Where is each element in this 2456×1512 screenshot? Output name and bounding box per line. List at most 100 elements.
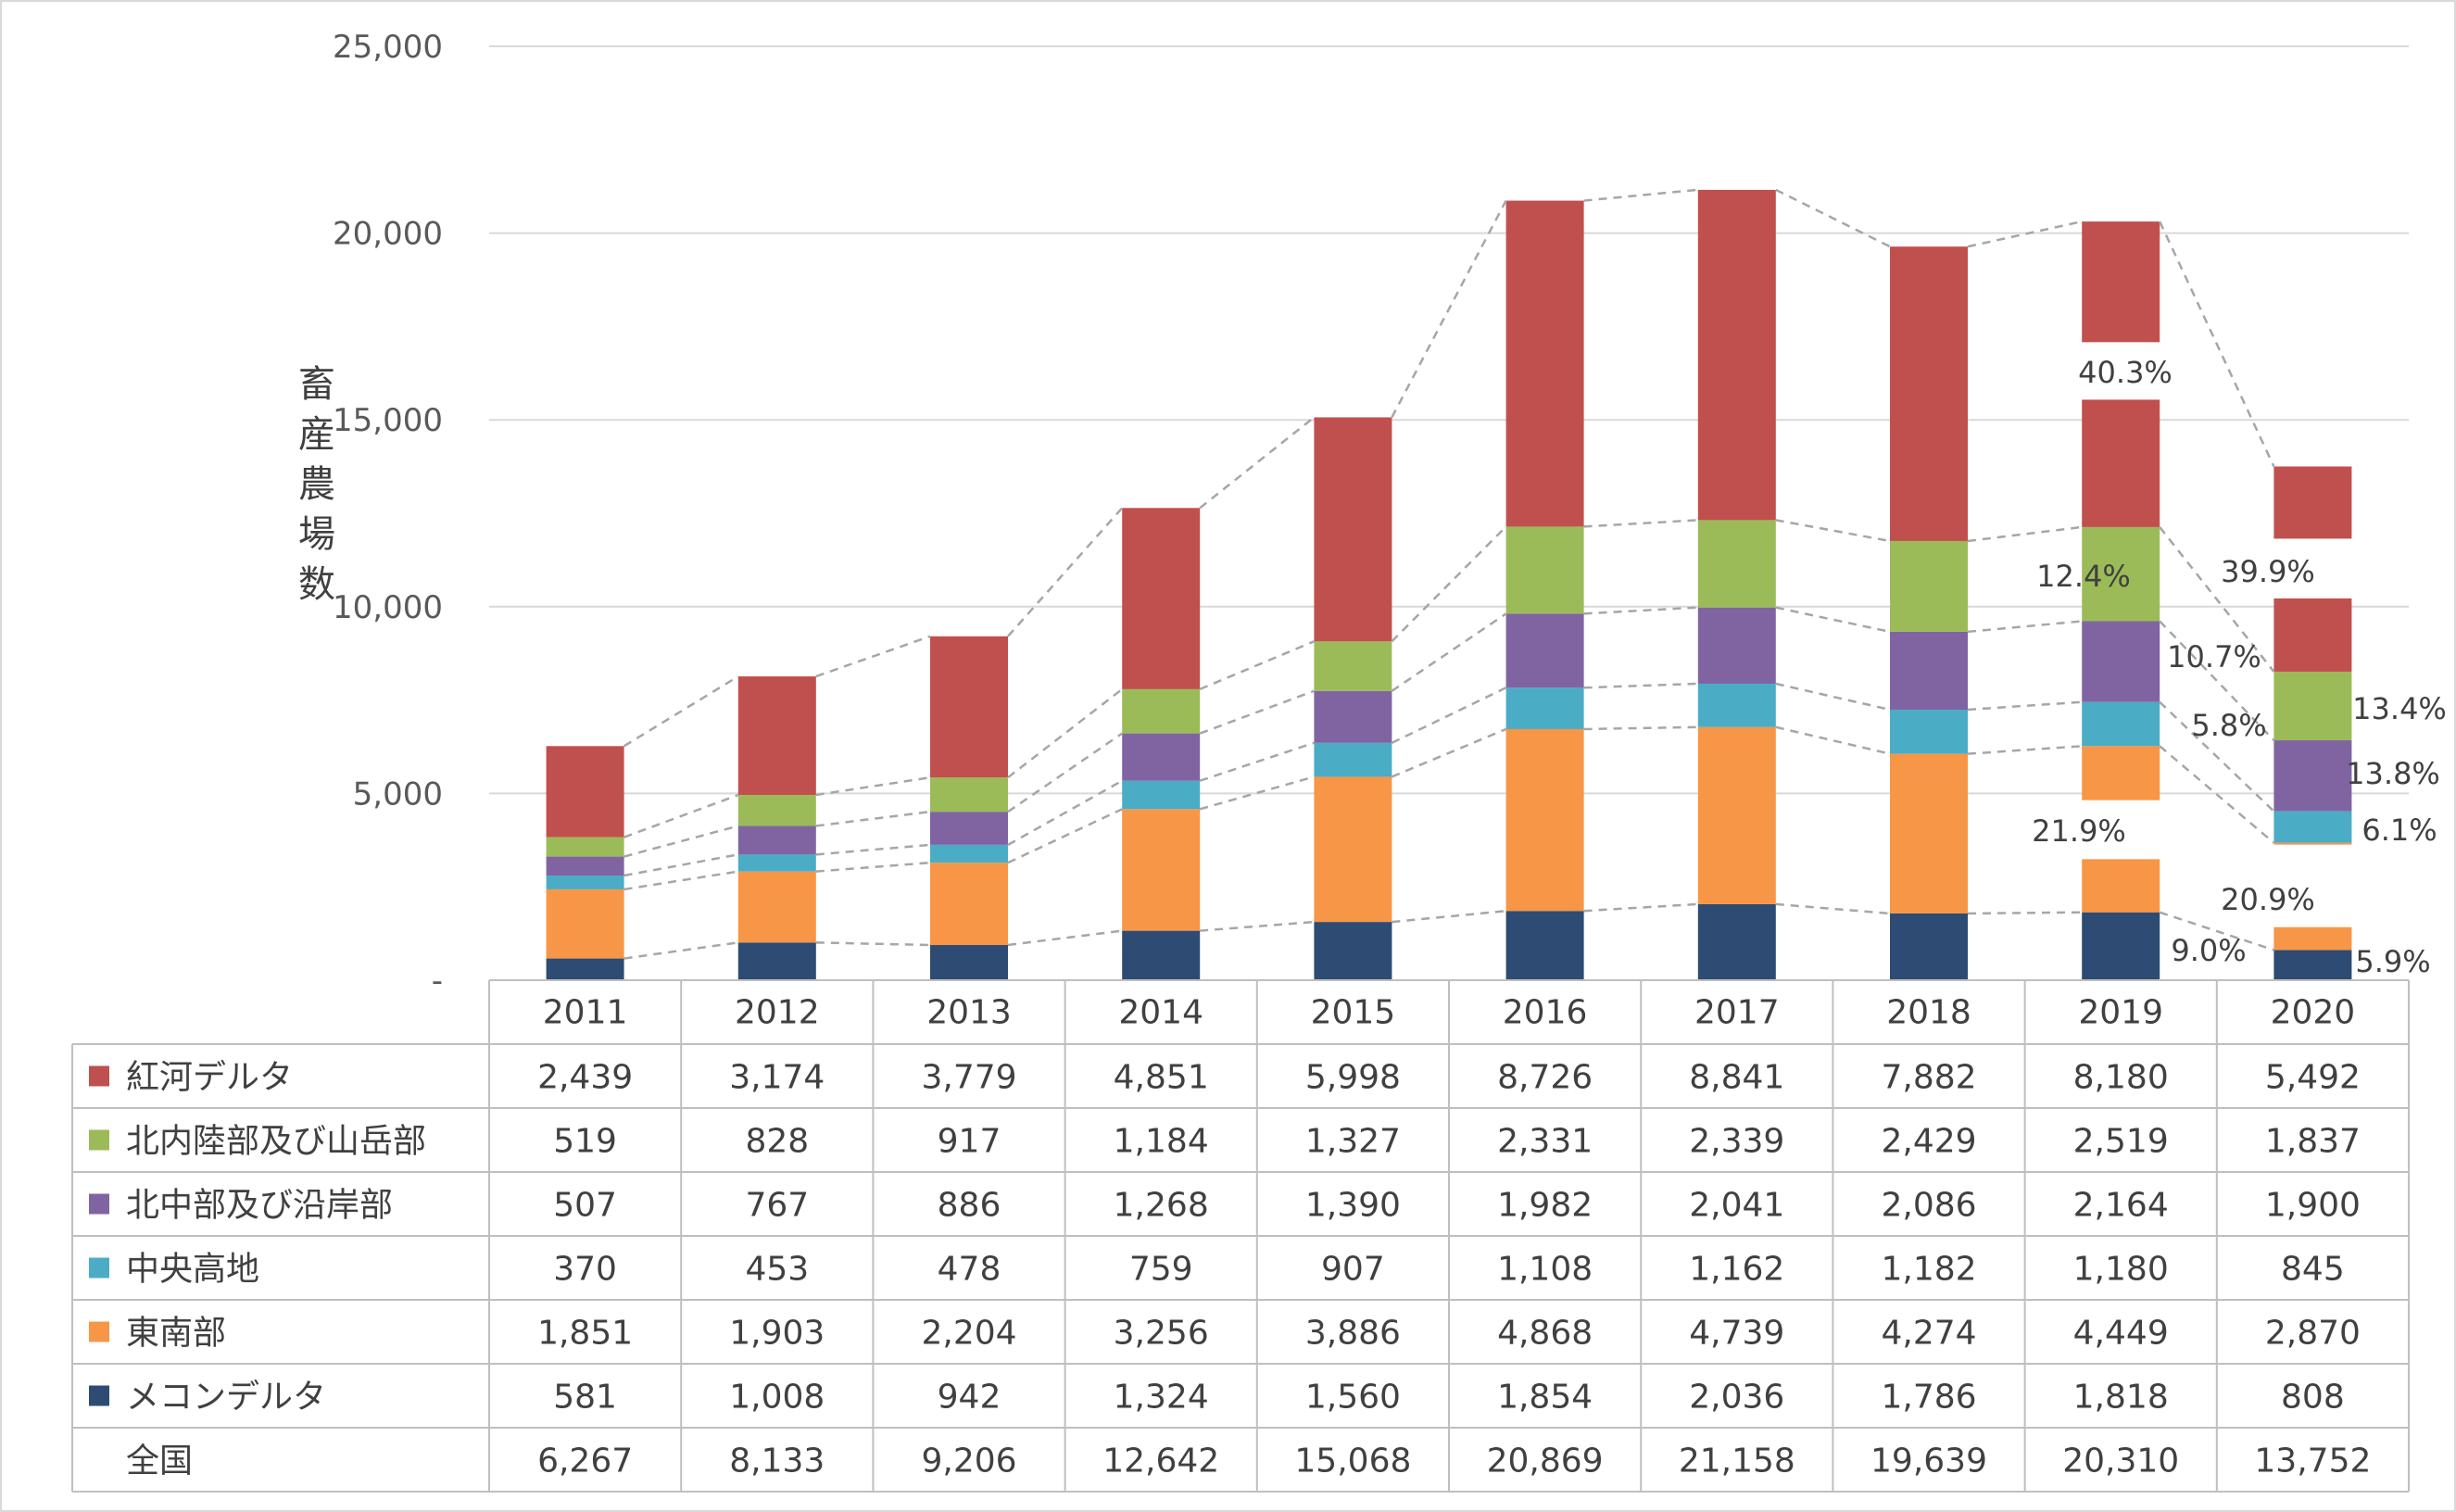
table-cell: 942 (938, 1379, 1001, 1417)
bar-segment (1890, 753, 1968, 914)
connector-line (1967, 525, 2083, 543)
table-cell: 4,739 (1689, 1315, 1784, 1353)
legend-label: メコンデルタ (126, 1379, 326, 1417)
legend-swatch (89, 1193, 109, 1215)
share-label: 13.8% (2346, 756, 2440, 791)
table-cell: 19,639 (1870, 1443, 1987, 1480)
table-cell: 507 (553, 1187, 617, 1225)
connector-line (623, 825, 739, 858)
table-cell: 1,854 (1497, 1379, 1593, 1417)
connector-line (1583, 682, 1698, 689)
table-cell: 20,310 (2062, 1443, 2179, 1480)
connector-line (1391, 199, 1507, 419)
legend-label: 中央高地 (126, 1251, 259, 1289)
bar-segment (1890, 631, 1968, 711)
table-cell: 4,851 (1114, 1059, 1209, 1097)
share-label: 13.4% (2352, 691, 2447, 726)
connector-line (1199, 775, 1315, 811)
connector-line (1007, 929, 1123, 947)
x-tick-label: 2017 (1694, 994, 1780, 1032)
bar-segment (1890, 913, 1968, 980)
connector-line (1775, 682, 1891, 712)
table-cell: 2,331 (1497, 1123, 1593, 1161)
bar-segment (737, 942, 816, 980)
table-cell: 13,752 (2254, 1443, 2371, 1480)
y-axis-title-char: 畜 (298, 363, 335, 406)
connector-line (1583, 188, 1698, 202)
x-tick-label: 2011 (543, 994, 628, 1032)
bar-segment (1314, 922, 1392, 980)
bar-segment (1122, 809, 1201, 931)
bar-segment (1122, 688, 1201, 734)
bar-segment (930, 863, 1008, 946)
connector-line (1775, 725, 1891, 755)
legend-swatch (89, 1257, 109, 1279)
table-cell: 1,324 (1114, 1379, 1209, 1417)
y-axis-title-char: 数 (298, 563, 335, 606)
bar-segment (737, 795, 816, 826)
bar-segment (930, 636, 1008, 778)
table-cell: 15,068 (1294, 1443, 1411, 1480)
table-cell: 2,036 (1689, 1379, 1784, 1417)
share-label: 10.7% (2167, 639, 2261, 674)
table-cell: 1,182 (1881, 1251, 1976, 1289)
bar-segment (1122, 508, 1201, 689)
bar-segment (1697, 726, 1776, 904)
table-cell: 3,886 (1305, 1315, 1401, 1353)
table-cell: 21,158 (1679, 1443, 1795, 1480)
connector-line (1007, 779, 1123, 846)
y-axis-title-char: 農 (298, 463, 335, 506)
bar-segment (2082, 859, 2160, 913)
bar-segment (2082, 621, 2160, 702)
bar-segment (1697, 189, 1776, 521)
connector-line (1967, 620, 2083, 634)
table-cell: 2,429 (1881, 1123, 1976, 1161)
bar-segment (546, 837, 624, 857)
bar-segment (2273, 926, 2352, 951)
x-tick-label: 2019 (2078, 994, 2163, 1032)
table-cell: 759 (1129, 1251, 1193, 1289)
x-tick-label: 2012 (735, 994, 820, 1032)
x-tick-label: 2014 (1118, 994, 1203, 1032)
connector-line (815, 861, 931, 873)
bar-segment (1697, 520, 1776, 608)
legend-label: 東南部 (126, 1315, 226, 1353)
share-label: 20.9% (2221, 882, 2315, 917)
bar-segment (2082, 912, 2160, 980)
bar-segment (1314, 776, 1392, 923)
legend-swatch (89, 1385, 109, 1406)
table-cell: 2,041 (1689, 1187, 1784, 1225)
table-cell: 1,560 (1305, 1379, 1401, 1417)
table-cell: 1,268 (1114, 1187, 1209, 1225)
table-cell: 2,204 (921, 1315, 1016, 1353)
table-cell: 1,180 (2073, 1251, 2169, 1289)
connector-line (1199, 640, 1315, 691)
table-cell: 2,439 (537, 1059, 633, 1097)
bar-segment (1697, 607, 1776, 684)
bar-segment (2273, 842, 2352, 845)
connector-line (1199, 741, 1315, 782)
bar-segment (2273, 671, 2352, 741)
bar-segment (546, 856, 624, 876)
connector-line (1775, 606, 1891, 634)
table-cell: 1,327 (1305, 1123, 1401, 1161)
table-cell: 917 (938, 1123, 1001, 1161)
table-cell: 1,108 (1497, 1251, 1593, 1289)
table-cell: 581 (553, 1379, 617, 1417)
y-axis-title-char: 産 (298, 413, 335, 456)
bar-segment (1505, 687, 1584, 729)
table-cell: 808 (2281, 1379, 2345, 1417)
table-cell: 4,868 (1497, 1315, 1593, 1353)
bar-segment (1890, 710, 1968, 754)
table-cell: 5,492 (2265, 1059, 2361, 1097)
bar-segment (546, 888, 624, 959)
table-cell: 370 (553, 1251, 617, 1289)
table-cell: 20,869 (1487, 1443, 1604, 1480)
bar-segment (2082, 746, 2160, 800)
connector-line (815, 775, 931, 797)
table-cell: 1,900 (2265, 1187, 2361, 1225)
table-cell: 1,837 (2265, 1123, 2361, 1161)
table-cell: 453 (745, 1251, 809, 1289)
table-cell: 1,184 (1114, 1123, 1209, 1161)
table-cell: 519 (553, 1123, 617, 1161)
